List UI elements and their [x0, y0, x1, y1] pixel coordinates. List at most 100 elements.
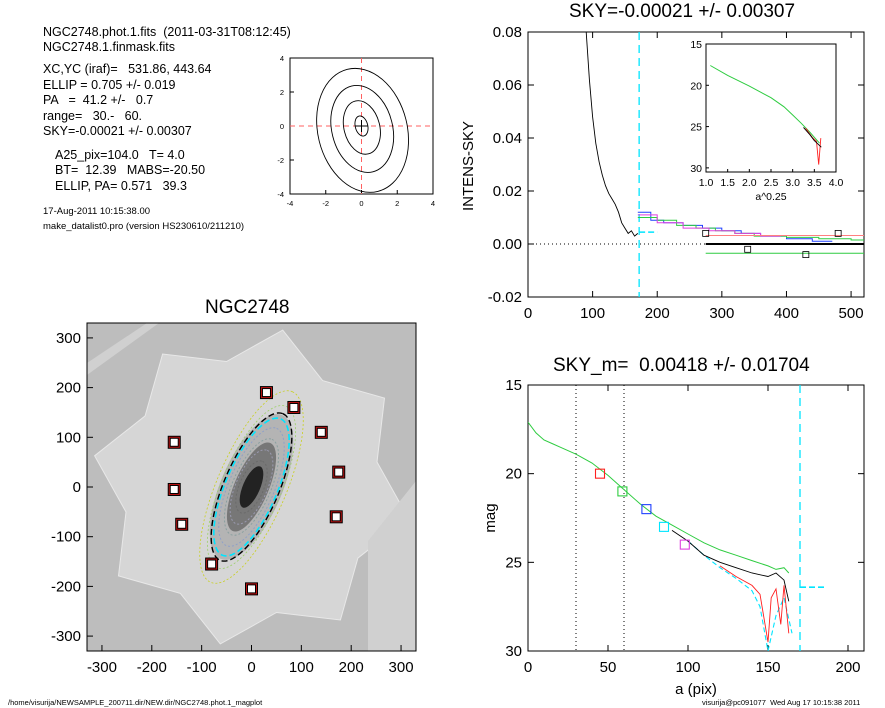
mag-marker-magenta — [679, 539, 690, 550]
plot-frame — [527, 384, 865, 652]
profile-cyan — [687, 540, 793, 651]
sky-marker — [802, 251, 810, 259]
x-tick-label: 500 — [839, 305, 864, 322]
y-tick-label: 30 — [505, 643, 522, 660]
image-title: NGC2748 — [205, 297, 290, 318]
header-date: 17-Aug-2011 10:15:38.00 — [43, 206, 151, 217]
masked-star — [205, 557, 219, 571]
y-tick-label: 0.08 — [493, 24, 522, 41]
y-tick-label: 0.00 — [493, 236, 522, 253]
header-line: PA = 41.2 +/- 0.7 — [43, 93, 154, 107]
x-tick-label: 0 — [247, 659, 255, 676]
contour-line — [316, 67, 409, 193]
x-tick-label: 100 — [580, 305, 605, 322]
edge-strip — [87, 323, 159, 375]
inset-x-tick-label: 1.5 — [720, 177, 735, 189]
isophote-ellipse — [206, 405, 297, 569]
sky-panel: 0 100 200 300 400 500 0.08 0.06 0.04 0.02 0.00 -0.0… — [460, 24, 865, 322]
header-line: XC,YC (iraf)= 531.86, 443.64 — [43, 62, 212, 76]
x-tick-label: -2 — [322, 199, 329, 208]
sky-marker — [702, 229, 710, 237]
masked-star-outline — [330, 511, 342, 523]
inset-curve-black — [803, 127, 822, 148]
y-tick-label: 0 — [280, 122, 284, 131]
header-line: BT= 12.39 MABS=-20.50 — [55, 163, 206, 177]
x-tick-label: -300 — [87, 659, 117, 676]
profile-black — [671, 530, 790, 602]
x-tick-label: 400 — [774, 305, 799, 322]
header-line: A25_pix=104.0 T= 4.0 — [55, 148, 185, 162]
header-line: ELLIP, PA= 0.571 39.3 — [55, 179, 187, 193]
galaxy-core — [239, 466, 264, 508]
inset-frame — [705, 43, 837, 173]
y-tick-label: -2 — [277, 156, 284, 165]
y-tick-label: 0.02 — [493, 183, 522, 200]
x-tick-label: 4 — [431, 199, 435, 208]
mag-marker-green — [617, 486, 628, 497]
sky-title: SKY=-0.00021 +/- 0.00307 — [569, 1, 796, 22]
x-tick-label: 0 — [524, 305, 532, 322]
inset-curve-green — [710, 65, 820, 144]
masked-star — [287, 400, 301, 414]
masked-star — [259, 386, 273, 400]
isophote-ellipse — [235, 460, 268, 514]
inset-y-tick-label: 20 — [690, 80, 702, 92]
mag-plot-area — [528, 385, 824, 651]
sky-inset-panel: 1.0 1.5 2.0 2.5 3.0 3.5 4.0 15 20 25 30 a^0.25 — [690, 39, 843, 203]
isophote-ellipse — [199, 390, 304, 584]
y-tick-label: 2 — [280, 88, 284, 97]
sky-marker — [834, 229, 842, 237]
inset-x-tick-label: 2.5 — [764, 177, 779, 189]
x-tick-label: -4 — [287, 199, 294, 208]
y-tick-label: 300 — [56, 330, 81, 347]
x-tick-label: 100 — [289, 659, 314, 676]
sky-plot-area — [528, 32, 864, 297]
y-axis-label: INTENS-SKY — [460, 121, 477, 211]
header-line: range= 30.- 60. — [43, 109, 143, 123]
image-panel: -300 -200 -100 0 100 200 300 300 200 100 0 -100 -200… — [51, 322, 417, 676]
inset-x-tick-label: 3.5 — [807, 177, 822, 189]
masked-star — [175, 517, 189, 531]
x-tick-label: 200 — [835, 659, 860, 676]
masked-star — [167, 435, 181, 449]
masked-star — [332, 465, 346, 479]
masked-star — [329, 510, 343, 524]
x-tick-label: 300 — [709, 305, 734, 322]
x-tick-label: 0 — [359, 199, 363, 208]
y-tick-label: 4 — [280, 54, 284, 63]
masked-star-outline — [333, 466, 345, 478]
masked-star — [167, 482, 181, 496]
isophote-ellipse — [213, 417, 290, 557]
footer-path: /home/visurija/NEWSAMPLE_200711.dir/NEW.… — [8, 698, 263, 707]
x-tick-label: 150 — [755, 659, 780, 676]
inset-y-tick-label: 30 — [690, 163, 702, 175]
masked-star-outline — [206, 558, 218, 570]
inset-x-tick-label: 1.0 — [699, 177, 714, 189]
masked-star — [314, 425, 328, 439]
inset-y-tick-label: 25 — [690, 122, 702, 134]
isophote-ellipse — [229, 449, 274, 525]
inset-x-label: a^0.25 — [755, 191, 786, 203]
plot-frame — [527, 31, 865, 298]
x-tick-label: 50 — [600, 659, 617, 676]
contour-line — [354, 115, 369, 137]
mag-title: SKY_m= 0.00418 +/- 0.01704 — [553, 355, 810, 376]
mag-marker-blue — [641, 504, 652, 515]
y-tick-label: 20 — [505, 466, 522, 483]
x-tick-label: 0 — [524, 659, 532, 676]
y-tick-label: -300 — [51, 628, 81, 645]
galaxy — [199, 390, 304, 584]
profile-red — [719, 565, 790, 643]
masked-star-outline — [168, 436, 180, 448]
masked-star — [245, 582, 258, 596]
masked-star-outline — [288, 401, 300, 413]
inset-x-tick-label: 2.0 — [742, 177, 757, 189]
x-tick-label: 300 — [389, 659, 414, 676]
isophote-ellipse — [210, 412, 293, 562]
masked-star-outline — [176, 518, 188, 530]
y-tick-label: 0 — [73, 479, 81, 496]
y-tick-label: 25 — [505, 554, 522, 571]
y-tick-label: 15 — [505, 377, 522, 394]
header-line: NGC2748.phot.1.fits (2011-03-31T08:12:45… — [43, 25, 291, 39]
